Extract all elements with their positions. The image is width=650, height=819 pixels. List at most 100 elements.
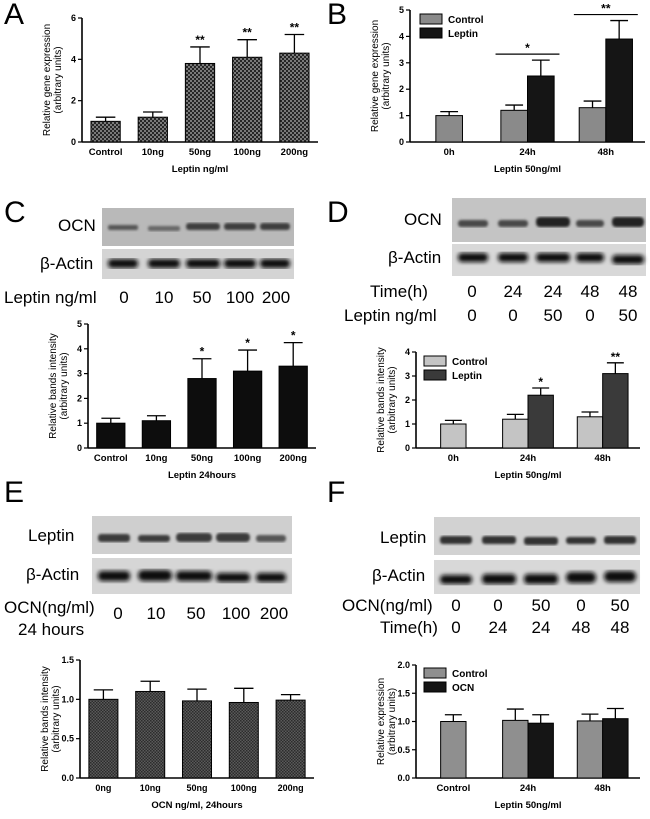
chart-d-sig-2: ** (611, 350, 621, 364)
blot-d-ocn-band-5 (612, 217, 644, 227)
chart-b-bar-leptin-2 (605, 38, 633, 143)
blot-c (102, 208, 294, 279)
blot-f (434, 517, 640, 594)
chart-e-cat-0: 0ng (95, 783, 111, 793)
chart-c-sig-3: * (245, 336, 250, 350)
chart-b-bar-control-1 (500, 109, 529, 143)
chart-a-ylabel-1: (arbitrary units) (53, 46, 64, 113)
chart-d-sig-1: * (538, 375, 543, 389)
chart-e-bar-0 (88, 698, 119, 779)
chart-a-cat-0: Control (89, 147, 123, 158)
chart-b-legend-swatch-0 (419, 13, 443, 25)
chart-c-xlabel: Leptin 24hours (168, 470, 236, 481)
blot-f-actin-band-4 (566, 572, 596, 583)
chart-f-tick-label-1: 0.5 (397, 745, 410, 755)
panel-letter-b: B (327, 0, 348, 31)
chart-b-tick-label-5: 5 (399, 5, 404, 15)
blot-c-actin-label: β-Actin (40, 254, 94, 273)
blot-f-row1-lane-2: 0 (493, 596, 503, 615)
chart-c-cat-2: 50ng (191, 453, 213, 464)
blot-e-actin-band-5 (256, 573, 286, 582)
chart-d-cat-1: 24h (520, 453, 537, 464)
blot-d-row2-lane-2: 0 (508, 306, 518, 325)
blot-c-actin-band-3 (186, 259, 220, 268)
blot-c-ocn-label: OCN (58, 216, 96, 235)
chart-a-sig-3: ** (243, 26, 253, 40)
chart-c-tick-label-0: 0 (77, 443, 82, 453)
chart-a-cat-4: 200ng (281, 147, 309, 158)
blot-e-row1-label: OCN(ng/ml) (4, 598, 95, 617)
chart-e-cat-1: 10ng (140, 783, 161, 793)
blot-f-actin-label: β-Actin (372, 566, 426, 585)
blot-c-lane-1: 0 (119, 288, 129, 307)
panel-letter-d: D (327, 196, 349, 229)
blot-d-row1-lane-5: 48 (618, 282, 638, 301)
blot-c-lane-4: 100 (225, 288, 255, 307)
blot-f-row2-lane-2: 24 (488, 618, 508, 637)
panel-letter-f: F (327, 476, 346, 509)
chart-b-legend-swatch-1 (419, 27, 443, 39)
blot-f-leptin-band-3 (524, 537, 558, 545)
chart-f-cat-0: Control (436, 783, 470, 794)
blot-f-leptin-band-2 (482, 536, 516, 544)
chart-c-sig-4: * (291, 329, 296, 343)
chart-a-ylabel-0: Relative gene expression (42, 24, 53, 136)
chart-d-bar-control-2 (576, 416, 604, 449)
chart-a-bar-1 (137, 116, 168, 143)
blot-d-row2-lane-1: 0 (467, 306, 477, 325)
chart-b-legend-label-1: Leptin (448, 29, 478, 40)
blot-d-row1-lane-2: 24 (503, 282, 523, 301)
blot-c-actin-band-1 (108, 259, 138, 268)
chart-c-tick-label-5: 5 (77, 319, 82, 329)
blot-d-row1-lane-4: 48 (580, 282, 600, 301)
blot-c-ocn-band-1 (108, 225, 138, 230)
chart-d-tick-label-0: 0 (405, 443, 410, 453)
chart-e-xlabel: OCN ng/ml, 24hours (151, 800, 242, 811)
blot-f-row1-lane-4: 0 (576, 596, 586, 615)
blot-d-row2-lane-3: 50 (543, 306, 563, 325)
chart-a-tick-label-3: 6 (71, 13, 76, 23)
chart-f-legend-swatch-0 (423, 667, 447, 679)
blot-f-row1-lane-3: 50 (531, 596, 551, 615)
chart-f-legend-label-0: Control (452, 669, 488, 680)
chart-b-tick-label-1: 1 (399, 111, 404, 121)
chart-e-bar-1 (135, 690, 166, 779)
chart-b-tick-label-4: 4 (399, 31, 404, 41)
chart-e-cat-2: 50ng (186, 783, 207, 793)
blot-e-lane-5: 200 (259, 604, 289, 623)
blot-d-ocn-band-1 (458, 220, 488, 227)
chart-d-cat-2: 48h (594, 453, 611, 464)
blot-e-leptin-band-2 (138, 535, 170, 542)
chart-c-bar-1 (141, 420, 172, 449)
chart-f-legend-label-1: OCN (452, 683, 474, 694)
chart-e-bar-2 (181, 700, 213, 779)
blot-c-lane-2: 10 (154, 288, 174, 307)
blot-f-actin-band-3 (524, 574, 558, 584)
blot-e-lane-4: 100 (221, 604, 251, 623)
chart-f-bar-control-0 (440, 721, 467, 779)
chart-b-cat-2: 48h (598, 147, 615, 158)
blot-f-row2-lane-1: 0 (451, 618, 461, 637)
blot-f-row2-label: Time(h) (380, 618, 438, 637)
blot-f-leptin-band-4 (566, 537, 596, 544)
chart-d-xlabel: Leptin 50ng/ml (494, 470, 561, 481)
chart-b-tick-label-2: 2 (399, 84, 404, 94)
blot-d-ocn-label: OCN (404, 210, 442, 229)
chart-f-tick-label-3: 1.5 (397, 688, 410, 698)
chart-f-bar-control-1 (502, 719, 529, 779)
blot-d-ocn-band-3 (536, 217, 570, 227)
blot-f-actin-band-2 (482, 574, 516, 584)
blot-c-ocn-band-5 (260, 223, 290, 230)
blot-d-actin-label: β-Actin (388, 248, 442, 267)
chart-f-bar-ocn-1 (527, 722, 554, 779)
chart-d-legend-swatch-0 (423, 355, 447, 367)
chart-d-ylabel-1: (arbitrary units) (387, 366, 398, 433)
chart-f-tick-label-4: 2.0 (397, 660, 410, 670)
blot-e-row2-label: 24 hours (18, 620, 85, 639)
chart-c-sig-2: * (200, 345, 205, 359)
chart-d-bar-leptin-2 (602, 373, 629, 449)
blot-e-leptin-band-1 (98, 534, 130, 542)
chart-e-tick-label-3: 1.5 (61, 655, 74, 665)
